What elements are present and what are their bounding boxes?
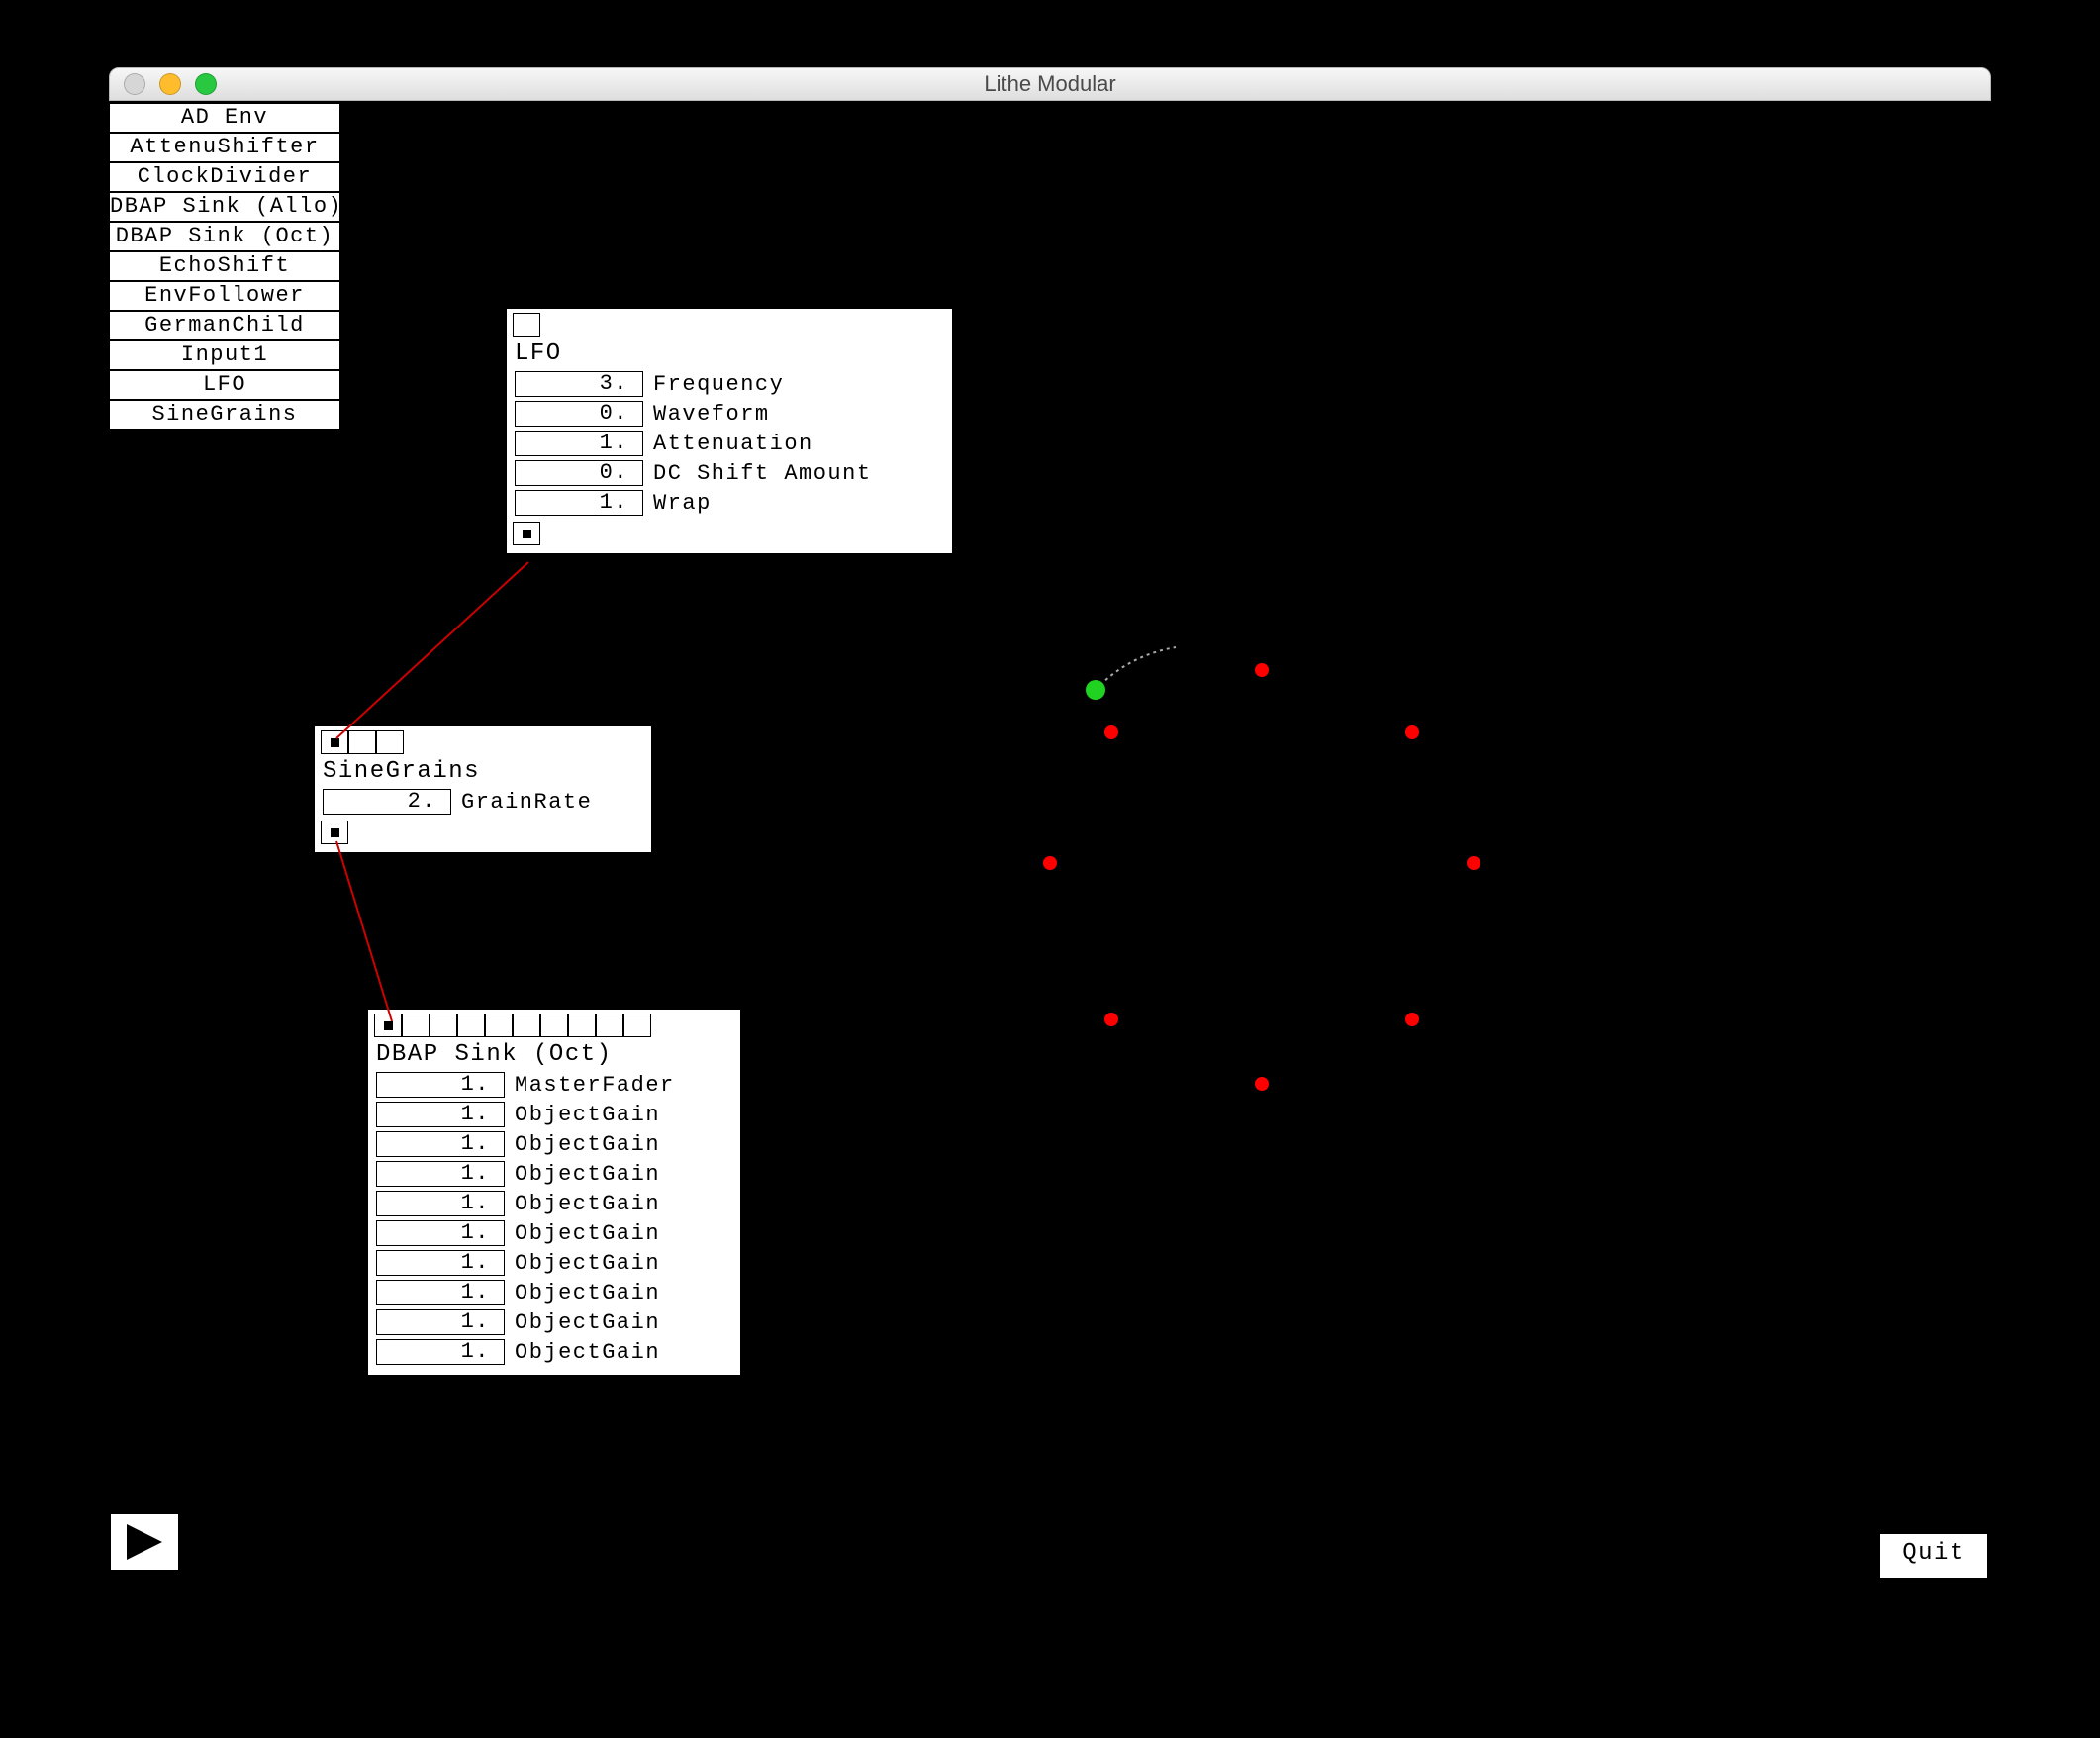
module-lfo[interactable]: LFO3. Frequency 0. Waveform 1. Attenuation 0. D… bbox=[505, 307, 954, 555]
sidebar-item[interactable]: EchoShift bbox=[109, 251, 340, 281]
input-port[interactable] bbox=[430, 1014, 457, 1037]
module-dbap[interactable]: DBAP Sink (Oct)1.MasterFader1.ObjectGain… bbox=[366, 1008, 742, 1377]
param-label: GrainRate bbox=[461, 790, 592, 815]
speaker-node-icon bbox=[1104, 725, 1118, 739]
sidebar-item[interactable]: AD Env bbox=[109, 103, 340, 133]
param-label: Attenuation bbox=[653, 432, 813, 456]
speaker-node-icon bbox=[1255, 1077, 1269, 1091]
param-label: ObjectGain bbox=[515, 1340, 660, 1365]
input-port[interactable] bbox=[321, 730, 348, 754]
input-port[interactable] bbox=[568, 1014, 596, 1037]
window-title: Lithe Modular bbox=[110, 71, 1990, 97]
param-row: 1. ObjectGain bbox=[368, 1100, 740, 1129]
param-row: 1. ObjectGain bbox=[368, 1129, 740, 1159]
param-row: 1. ObjectGain bbox=[368, 1159, 740, 1189]
sidebar-item[interactable]: AttenuShifter bbox=[109, 133, 340, 162]
param-row: 1. MasterFader bbox=[368, 1070, 740, 1100]
module-palette: AD EnvAttenuShifterClockDividerDBAP Sink… bbox=[109, 103, 340, 430]
sidebar-item[interactable]: ClockDivider bbox=[109, 162, 340, 192]
input-port[interactable] bbox=[348, 730, 376, 754]
number-box[interactable]: 1. bbox=[376, 1131, 505, 1157]
param-label: Wrap bbox=[653, 491, 712, 516]
param-row: 0. DC Shift Amount bbox=[507, 458, 952, 488]
module-title: LFO bbox=[507, 337, 952, 369]
number-box[interactable]: 1. bbox=[376, 1309, 505, 1335]
input-port[interactable] bbox=[457, 1014, 485, 1037]
speaker-node-icon bbox=[1405, 1013, 1419, 1026]
param-row: 1. ObjectGain bbox=[368, 1307, 740, 1337]
number-box[interactable]: 0. bbox=[515, 401, 643, 427]
play-button[interactable] bbox=[109, 1512, 180, 1572]
number-box[interactable]: 1. bbox=[376, 1339, 505, 1365]
param-label: ObjectGain bbox=[515, 1221, 660, 1246]
number-box[interactable]: 1. bbox=[376, 1102, 505, 1127]
input-port[interactable] bbox=[623, 1014, 651, 1037]
output-port[interactable] bbox=[321, 821, 348, 844]
param-row: 1. ObjectGain bbox=[368, 1218, 740, 1248]
patch-cable bbox=[336, 562, 528, 738]
output-port[interactable] bbox=[513, 522, 540, 545]
number-box[interactable]: 1. bbox=[376, 1280, 505, 1305]
param-row: 2. GrainRate bbox=[315, 787, 651, 817]
sidebar-item[interactable]: GermanChild bbox=[109, 311, 340, 340]
param-label: ObjectGain bbox=[515, 1310, 660, 1335]
param-label: Frequency bbox=[653, 372, 784, 397]
number-box[interactable]: 0. bbox=[515, 460, 643, 486]
sidebar-item[interactable]: DBAP Sink (Oct) bbox=[109, 222, 340, 251]
param-label: MasterFader bbox=[515, 1073, 675, 1098]
number-box[interactable]: 2. bbox=[323, 789, 451, 815]
input-port[interactable] bbox=[376, 730, 404, 754]
speaker-node-icon bbox=[1104, 1013, 1118, 1026]
param-label: DC Shift Amount bbox=[653, 461, 872, 486]
number-box[interactable]: 1. bbox=[376, 1250, 505, 1276]
param-label: ObjectGain bbox=[515, 1281, 660, 1305]
speaker-node-icon bbox=[1043, 856, 1057, 870]
input-port[interactable] bbox=[485, 1014, 513, 1037]
number-box[interactable]: 1. bbox=[376, 1220, 505, 1246]
quit-button[interactable]: Quit bbox=[1878, 1532, 1989, 1580]
number-box[interactable]: 1. bbox=[515, 490, 643, 516]
source-trail bbox=[1096, 647, 1176, 690]
number-box[interactable]: 1. bbox=[376, 1191, 505, 1216]
speaker-node-icon bbox=[1467, 856, 1480, 870]
input-port[interactable] bbox=[596, 1014, 623, 1037]
speaker-node-icon bbox=[1255, 663, 1269, 677]
param-row: 1. ObjectGain bbox=[368, 1278, 740, 1307]
patch-cable bbox=[336, 841, 392, 1021]
sidebar-item[interactable]: Input1 bbox=[109, 340, 340, 370]
module-title: SineGrains bbox=[315, 754, 651, 787]
param-label: ObjectGain bbox=[515, 1192, 660, 1216]
play-icon bbox=[123, 1522, 166, 1562]
param-row: 1. Wrap bbox=[507, 488, 952, 518]
sound-source-icon[interactable] bbox=[1086, 680, 1105, 700]
number-box[interactable]: 1. bbox=[515, 431, 643, 456]
param-row: 1. ObjectGain bbox=[368, 1337, 740, 1367]
param-label: Waveform bbox=[653, 402, 770, 427]
module-sinegrains[interactable]: SineGrains2. GrainRate bbox=[313, 724, 653, 854]
module-title: DBAP Sink (Oct) bbox=[368, 1037, 740, 1070]
param-row: 3. Frequency bbox=[507, 369, 952, 399]
param-row: 0. Waveform bbox=[507, 399, 952, 429]
window-titlebar: Lithe Modular bbox=[109, 67, 1991, 101]
input-port[interactable] bbox=[402, 1014, 430, 1037]
param-label: ObjectGain bbox=[515, 1162, 660, 1187]
input-port[interactable] bbox=[513, 1014, 540, 1037]
param-row: 1. ObjectGain bbox=[368, 1248, 740, 1278]
number-box[interactable]: 1. bbox=[376, 1072, 505, 1098]
input-port[interactable] bbox=[540, 1014, 568, 1037]
param-label: ObjectGain bbox=[515, 1251, 660, 1276]
speaker-node-icon bbox=[1405, 725, 1419, 739]
param-row: 1. Attenuation bbox=[507, 429, 952, 458]
sidebar-item[interactable]: SineGrains bbox=[109, 400, 340, 430]
number-box[interactable]: 1. bbox=[376, 1161, 505, 1187]
param-label: ObjectGain bbox=[515, 1103, 660, 1127]
param-label: ObjectGain bbox=[515, 1132, 660, 1157]
input-port[interactable] bbox=[374, 1014, 402, 1037]
sidebar-item[interactable]: LFO bbox=[109, 370, 340, 400]
sidebar-item[interactable]: DBAP Sink (Allo) bbox=[109, 192, 340, 222]
number-box[interactable]: 3. bbox=[515, 371, 643, 397]
sidebar-item[interactable]: EnvFollower bbox=[109, 281, 340, 311]
param-row: 1. ObjectGain bbox=[368, 1189, 740, 1218]
input-port[interactable] bbox=[513, 313, 540, 337]
